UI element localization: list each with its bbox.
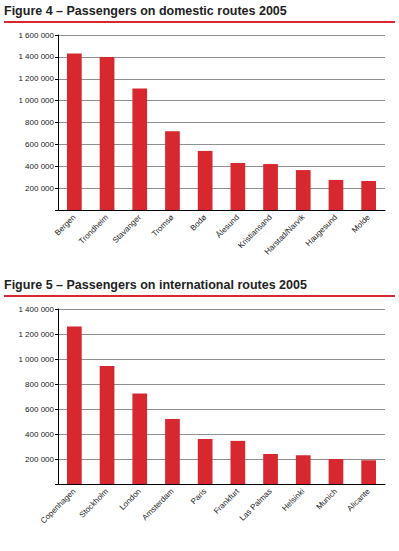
svg-text:Haugesund: Haugesund bbox=[304, 213, 339, 248]
svg-text:Stockholm: Stockholm bbox=[78, 487, 111, 520]
svg-text:800 000: 800 000 bbox=[25, 118, 54, 127]
svg-text:1 200 000: 1 200 000 bbox=[18, 330, 54, 339]
svg-text:Ålesund: Ålesund bbox=[214, 213, 241, 240]
svg-text:Frankfurt: Frankfurt bbox=[212, 486, 242, 516]
svg-text:Trondheim: Trondheim bbox=[77, 213, 110, 246]
svg-text:400 000: 400 000 bbox=[25, 162, 54, 171]
svg-text:1 600 000: 1 600 000 bbox=[18, 31, 54, 40]
svg-text:Alicante: Alicante bbox=[345, 486, 372, 513]
svg-text:Bergen: Bergen bbox=[53, 213, 78, 238]
svg-text:1 400 000: 1 400 000 bbox=[18, 52, 54, 61]
svg-text:London: London bbox=[118, 487, 143, 512]
svg-text:Paris: Paris bbox=[189, 487, 208, 506]
svg-text:200 000: 200 000 bbox=[25, 184, 54, 193]
svg-text:Helsinki: Helsinki bbox=[280, 487, 306, 513]
svg-text:200 000: 200 000 bbox=[25, 455, 54, 464]
html-text:Figure 4 – Passengers on domes: Figure 4 – Passengers on domestic routes… bbox=[4, 4, 287, 18]
svg-text:Bodø: Bodø bbox=[188, 213, 208, 233]
svg-text:600 000: 600 000 bbox=[25, 140, 54, 149]
svg-text:Harstad/Narvik: Harstad/Narvik bbox=[263, 213, 307, 257]
svg-text:Munich: Munich bbox=[315, 487, 340, 512]
html-text:Figure 5 – Passengers on inter: Figure 5 – Passengers on international r… bbox=[4, 278, 307, 292]
svg-text:400 000: 400 000 bbox=[25, 430, 54, 439]
svg-text:1 400 000: 1 400 000 bbox=[18, 305, 54, 314]
svg-text:1 000 000: 1 000 000 bbox=[18, 96, 54, 105]
svg-text:Molde: Molde bbox=[350, 212, 372, 234]
svg-text:1 200 000: 1 200 000 bbox=[18, 74, 54, 83]
svg-text:Stavanger: Stavanger bbox=[111, 213, 143, 245]
svg-text:Amsterdam: Amsterdam bbox=[140, 487, 175, 522]
svg-text:Tromsø: Tromsø bbox=[150, 213, 176, 239]
svg-text:Las Palmas: Las Palmas bbox=[238, 487, 274, 523]
svg-text:1 000 000: 1 000 000 bbox=[18, 355, 54, 364]
svg-text:800 000: 800 000 bbox=[25, 380, 54, 389]
svg-text:600 000: 600 000 bbox=[25, 405, 54, 414]
svg-text:Copenhagen: Copenhagen bbox=[39, 487, 78, 526]
svg-text:Kristiansand: Kristiansand bbox=[236, 212, 274, 251]
